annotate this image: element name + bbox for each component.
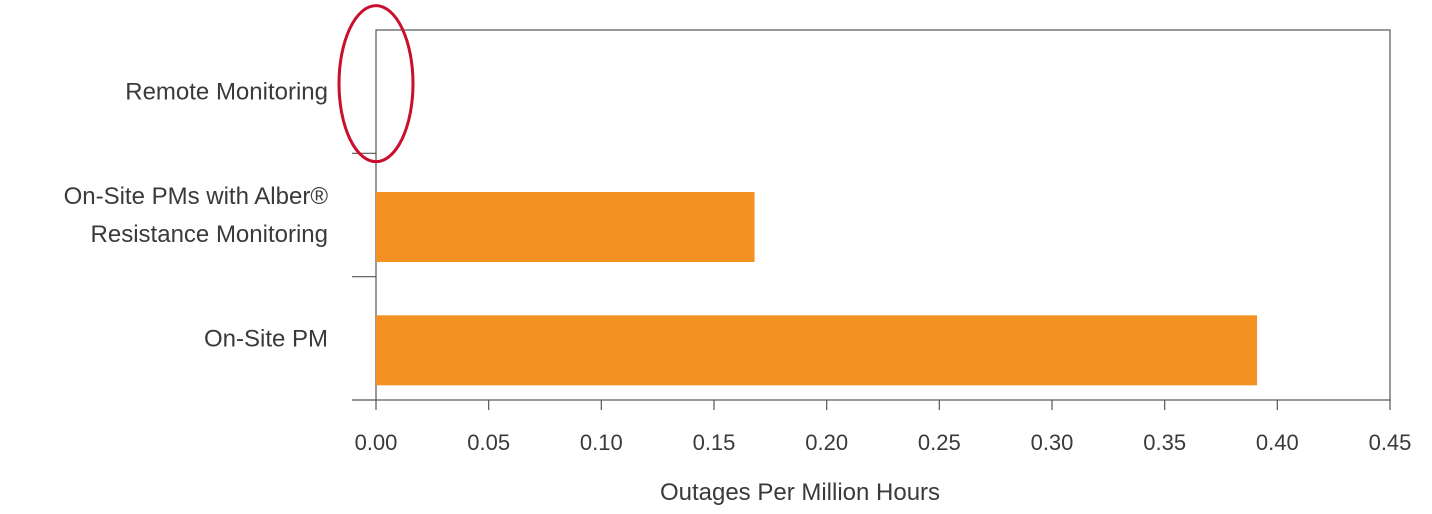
x-tick-label: 0.15 (693, 430, 736, 455)
x-axis-title: Outages Per Million Hours (660, 479, 940, 506)
category-label-line: On-Site PMs with Alber® (64, 183, 329, 210)
highlight-ellipse (337, 4, 415, 164)
y-axis: Remote Monitoring On-Site PMs with Alber®… (64, 79, 376, 352)
x-tick-label: 0.10 (580, 430, 623, 455)
x-tick-label: 0.00 (355, 430, 398, 455)
x-axis: 0.00 0.05 0.10 0.15 0.20 0.25 0.30 0.35 0.40 0.45 (352, 399, 1412, 455)
bar (376, 315, 1258, 386)
category-label: Remote Monitoring (125, 79, 328, 106)
x-tick-label: 0.35 (1143, 430, 1186, 455)
category-label: On-Site PM (204, 325, 328, 352)
category-label: On-Site PMs with Alber® Resistance Monito… (64, 183, 329, 248)
category-label-line: Resistance Monitoring (91, 221, 328, 248)
x-tick-label: 0.25 (918, 430, 961, 455)
x-tick-label: 0.20 (805, 430, 848, 455)
x-tick-label: 0.45 (1369, 430, 1412, 455)
bar (376, 192, 755, 262)
x-tick-label: 0.40 (1256, 430, 1299, 455)
bars (376, 192, 1258, 386)
x-tick-label: 0.30 (1031, 430, 1074, 455)
category-label-line: On-Site PM (204, 325, 328, 352)
category-label-line: Remote Monitoring (125, 79, 328, 106)
x-tick-label: 0.05 (467, 430, 510, 455)
